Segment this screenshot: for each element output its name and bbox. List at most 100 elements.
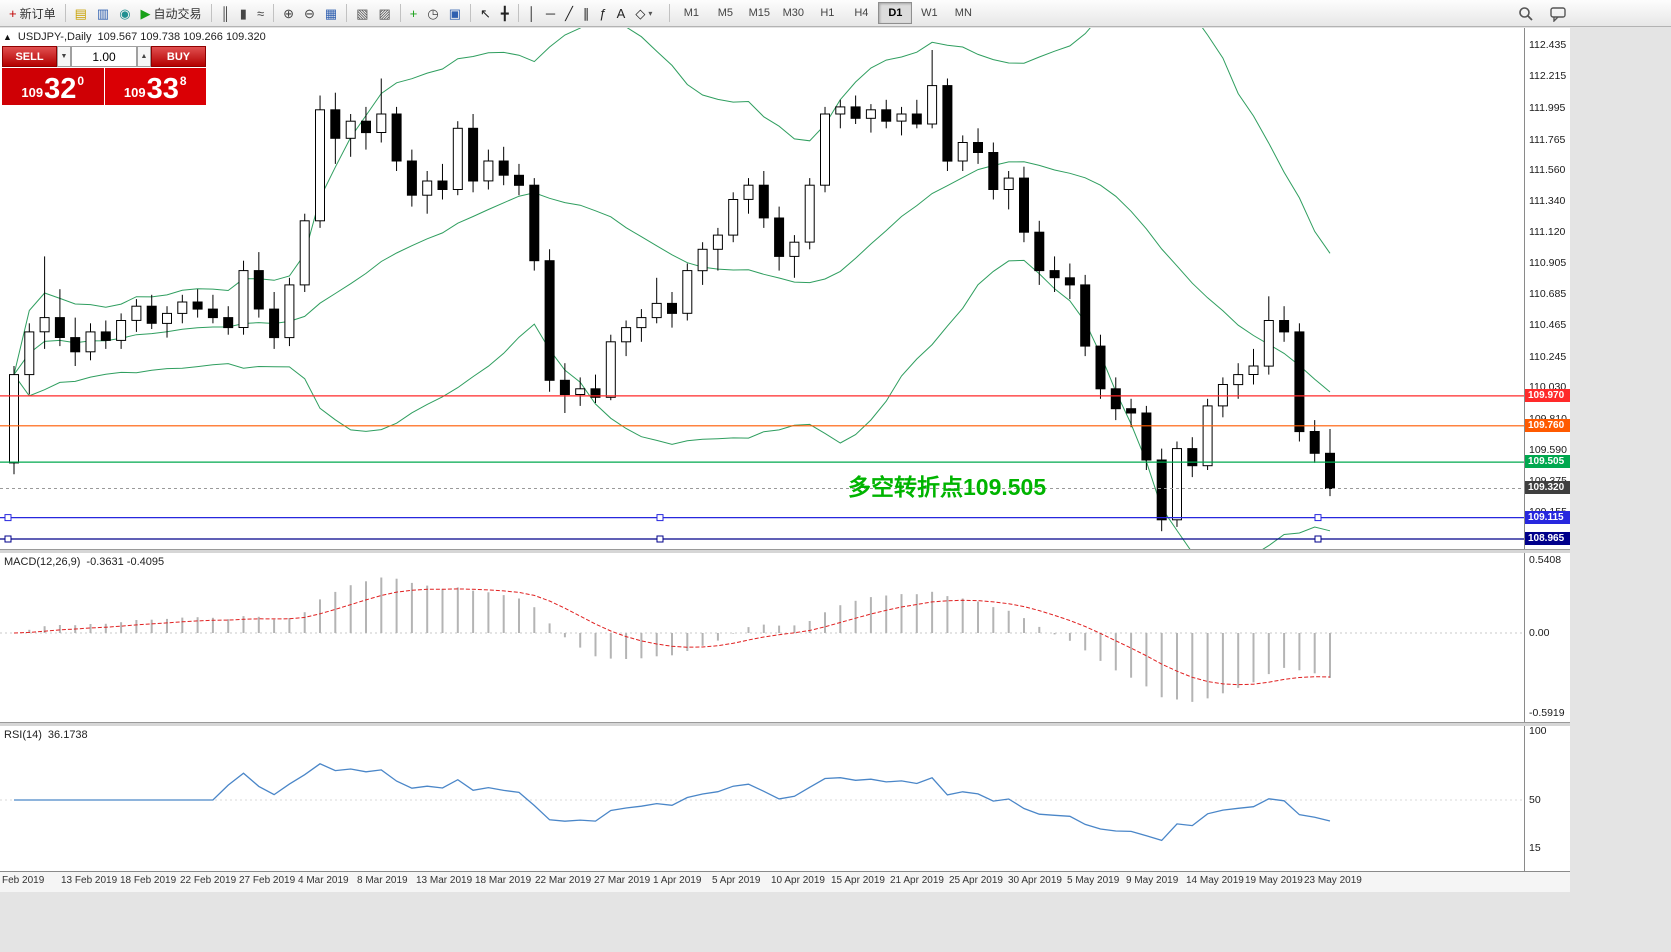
timeframe-M30[interactable]: M30 [782, 7, 805, 19]
timeframe-MN[interactable]: MN [954, 7, 972, 19]
macd-chart[interactable] [0, 553, 1524, 722]
candle-body [70, 337, 81, 353]
terminal-icon[interactable]: ▥ [92, 1, 114, 25]
volume-decrease-button[interactable]: ▼ [57, 46, 71, 67]
price-chart-panel[interactable]: 多空转折点109.505 [0, 28, 1524, 549]
new-order-button[interactable]: + 新订单 [9, 5, 56, 21]
fibonacci-icon[interactable]: ƒ [594, 1, 611, 25]
candle-body [1019, 177, 1029, 233]
text-icon[interactable]: A [612, 1, 631, 25]
candle-body [1126, 408, 1137, 414]
charts-icon[interactable]: ▤ [70, 1, 92, 25]
line-handle[interactable] [4, 535, 12, 543]
candle-body [345, 120, 356, 139]
candle-body [728, 199, 739, 236]
timeframe-M15[interactable]: M15 [748, 7, 771, 19]
line-handle[interactable] [1314, 514, 1322, 522]
bollinger-middle-band[interactable] [13, 161, 1331, 393]
toolbar-separator [346, 4, 348, 22]
tile-windows-icon: ▦ [324, 5, 338, 21]
timeframe-W1[interactable]: W1 [921, 7, 938, 19]
cursor-icon: ↖ [480, 5, 491, 21]
candle-body [1049, 270, 1060, 279]
candle-body [1080, 284, 1091, 347]
toolbar-separator [669, 4, 671, 22]
arrows-icon[interactable]: ◇ ▾ [630, 1, 657, 25]
candle-body [1110, 388, 1121, 410]
line-handle[interactable] [656, 535, 664, 543]
candlestick-chart-icon[interactable]: ▮ [235, 1, 252, 25]
candle-body [376, 113, 387, 133]
timeframe-H4[interactable]: H4 [854, 7, 869, 19]
candle-body [1279, 320, 1290, 333]
timeframe-H1[interactable]: H1 [820, 7, 835, 19]
candle-body [85, 331, 96, 353]
zoom-in-icon[interactable]: ⊕ [278, 1, 299, 25]
indicators-list-icon[interactable]: ▧ [351, 1, 373, 25]
line-handle[interactable] [4, 514, 12, 522]
price-chart[interactable] [0, 28, 1524, 549]
line-handle[interactable] [656, 514, 664, 522]
periods-icon[interactable]: ◷ [422, 1, 443, 25]
buy-button[interactable]: BUY [151, 46, 206, 67]
rsi-chart[interactable] [0, 726, 1524, 871]
zoom-out-icon[interactable]: ⊖ [299, 1, 320, 25]
macd-axis: 0.5408 0.00 -0.5919 [1524, 553, 1571, 722]
chart-annotation: 多空转折点109.505 [848, 474, 1047, 500]
objects-list-icon[interactable]: ▨ [373, 1, 395, 25]
candle-body [24, 331, 35, 376]
line-handle[interactable] [1314, 535, 1322, 543]
candle-body [896, 113, 907, 122]
candle-body [9, 374, 19, 464]
horizontal-line-icon[interactable]: ─ [541, 1, 560, 25]
bollinger-upper-band[interactable] [13, 28, 1331, 375]
bar-chart-icon[interactable]: ║ [216, 1, 235, 25]
candle-body [712, 234, 723, 250]
line-chart-icon[interactable]: ≈ [252, 1, 269, 25]
signals-icon[interactable]: ◉ [114, 1, 135, 25]
cursor-icon[interactable]: ↖ [475, 1, 496, 25]
rsi-axis-label: 50 [1529, 794, 1541, 806]
macd-signal-line [13, 588, 1331, 686]
candle-body [957, 142, 968, 162]
candle-body [514, 174, 524, 186]
template-icon[interactable]: ▣ [444, 1, 466, 25]
timeframe-D1[interactable]: D1 [878, 2, 913, 24]
rsi-axis-label: 100 [1529, 726, 1547, 737]
tile-windows-icon[interactable]: ▦ [320, 1, 342, 25]
price-axis[interactable]: 112.435 112.215 111.995 111.765 111.560 111.3… [1524, 28, 1571, 549]
volume-increase-button[interactable]: ▲ [137, 46, 151, 67]
window-background [0, 892, 1570, 952]
volume-input[interactable] [71, 46, 137, 67]
one-click-collapse-icon[interactable]: ▲ [3, 32, 12, 42]
sell-price-button[interactable]: 109 32 0 [2, 68, 104, 105]
date-axis-label: 4 Mar 2019 [298, 875, 349, 886]
trendline-icon[interactable]: ╱ [560, 1, 578, 25]
add-indicator-icon: + [409, 5, 418, 21]
buy-price-button[interactable]: 109 33 8 [104, 68, 206, 105]
candle-body [1233, 374, 1244, 386]
divider [0, 871, 1570, 872]
bollinger-lower-band[interactable] [13, 259, 1331, 549]
signals-icon: ◉ [119, 5, 131, 21]
chat-icon[interactable] [1545, 2, 1571, 26]
date-axis[interactable]: Feb 2019 13 Feb 2019 18 Feb 2019 22 Feb 201… [0, 872, 1570, 892]
add-indicator-icon[interactable]: + [405, 1, 423, 25]
macd-axis-label: 0.5408 [1529, 554, 1562, 566]
candle-body [651, 302, 662, 319]
sell-button[interactable]: SELL [2, 46, 57, 67]
candle-body [1172, 448, 1182, 521]
macd-panel[interactable]: MACD(12,26,9) -0.3631 -0.4095 [0, 553, 1524, 722]
search-icon[interactable] [1513, 2, 1539, 26]
toolbar-separator [64, 4, 66, 22]
timeframe-M5[interactable]: M5 [717, 7, 733, 19]
candle-body [529, 184, 540, 262]
vertical-line-icon[interactable]: │ [523, 1, 541, 25]
timeframe-M1[interactable]: M1 [683, 7, 699, 19]
rsi-panel[interactable]: RSI(14) 36.1738 [0, 726, 1524, 871]
toolbar-separator [273, 4, 275, 22]
autotrading-button[interactable]: ▶ 自动交易 [140, 5, 202, 21]
channel-icon[interactable]: ∥ [578, 1, 595, 25]
crosshair-icon[interactable]: ╋ [496, 1, 514, 25]
